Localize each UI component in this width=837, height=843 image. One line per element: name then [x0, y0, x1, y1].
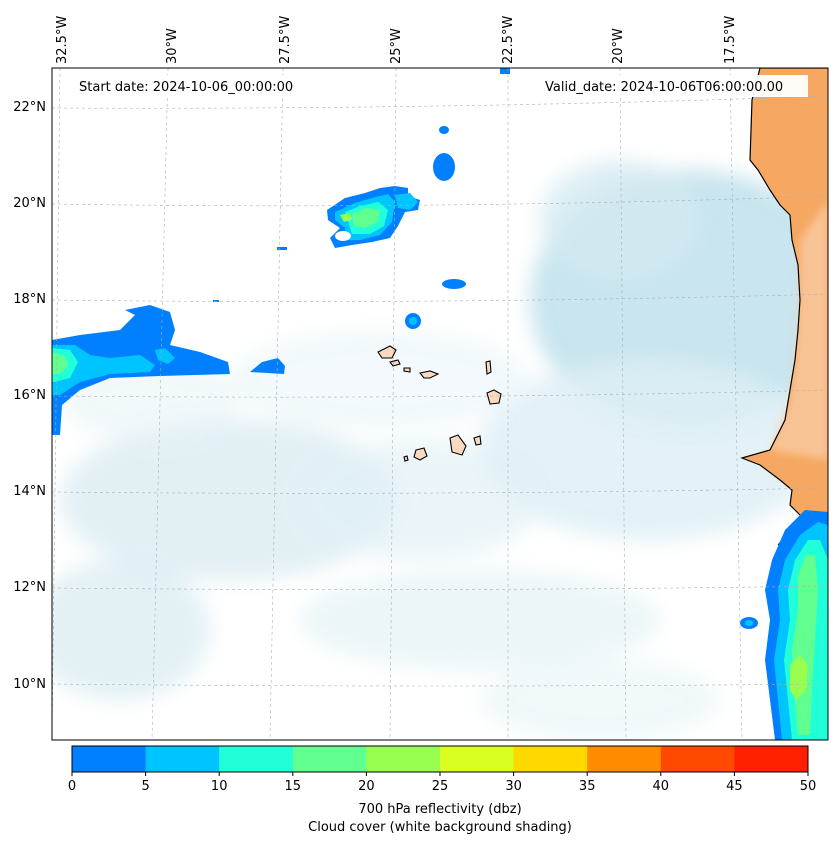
- colorbar-segment: [660, 746, 735, 772]
- map-panel: Start date: 2024-10-06_00:00:00 Valid_da…: [52, 68, 828, 740]
- start-date-box: [72, 75, 316, 97]
- lat-label-10n: 10°N: [13, 677, 46, 692]
- lat-label-16n: 16°N: [13, 388, 46, 403]
- lon-label-20w: 20°W: [611, 28, 626, 64]
- lat-label-18n: 18°N: [13, 292, 46, 307]
- lon-label-17-5w: 17.5°W: [723, 16, 738, 64]
- colorbar: 0 5 10 15 20 25 30 35 40 45 50: [68, 745, 817, 794]
- colorbar-tick-label: 25: [432, 779, 449, 794]
- colorbar-tick-label: 20: [358, 779, 375, 794]
- valid-date-box: [538, 75, 808, 97]
- colorbar-segment: [734, 746, 809, 772]
- reflectivity-contours: [52, 68, 828, 740]
- colorbar-tick-label: 40: [653, 779, 670, 794]
- map-frame: [51, 67, 829, 741]
- lat-label-12n: 12°N: [13, 580, 46, 595]
- colorbar-segment: [72, 746, 147, 772]
- longitude-labels: 32.5°W 30°W 27.5°W 25°W 22.5°W 20°W 17.5…: [55, 16, 738, 64]
- lon-label-30w: 30°W: [165, 28, 180, 64]
- colorbar-tick-label: 30: [505, 779, 522, 794]
- lat-label-20n: 20°N: [13, 196, 46, 211]
- lon-label-25w: 25°W: [389, 28, 404, 64]
- lon-label-32-5w: 32.5°W: [55, 16, 70, 64]
- valid-date-label: Valid_date: 2024-10-06T06:00:00.00: [545, 80, 783, 95]
- colorbar-segment: [219, 746, 294, 772]
- lon-label-27-5w: 27.5°W: [278, 16, 293, 64]
- colorbar-tick-label: 5: [141, 779, 149, 794]
- colorbar-segment: [366, 746, 441, 772]
- colorbar-segment: [145, 746, 220, 772]
- colorbar-subtitle: Cloud cover (white background shading): [308, 820, 572, 835]
- colorbar-tick-label: 10: [211, 779, 228, 794]
- cloud-cover-shading: [52, 160, 828, 740]
- lat-label-22n: 22°N: [13, 100, 46, 115]
- colorbar-tick-label: 0: [68, 779, 76, 794]
- cape-verde-islands: [377, 345, 502, 462]
- colorbar-segment: [513, 746, 588, 772]
- lat-label-14n: 14°N: [13, 484, 46, 499]
- colorbar-tick-label: 45: [726, 779, 743, 794]
- colorbar-tick-label: 50: [800, 779, 817, 794]
- colorbar-tick-label: 35: [579, 779, 596, 794]
- colorbar-segment: [440, 746, 515, 772]
- colorbar-tick-label: 15: [285, 779, 302, 794]
- start-date-label: Start date: 2024-10-06_00:00:00: [79, 80, 293, 95]
- colorbar-segment: [292, 746, 367, 772]
- graticule: [52, 68, 828, 740]
- colorbar-segment: [587, 746, 662, 772]
- lon-label-22-5w: 22.5°W: [501, 16, 516, 64]
- colorbar-title: 700 hPa reflectivity (dbz): [358, 802, 521, 817]
- latitude-labels: 22°N 20°N 18°N 16°N 14°N 12°N 10°N: [13, 100, 46, 692]
